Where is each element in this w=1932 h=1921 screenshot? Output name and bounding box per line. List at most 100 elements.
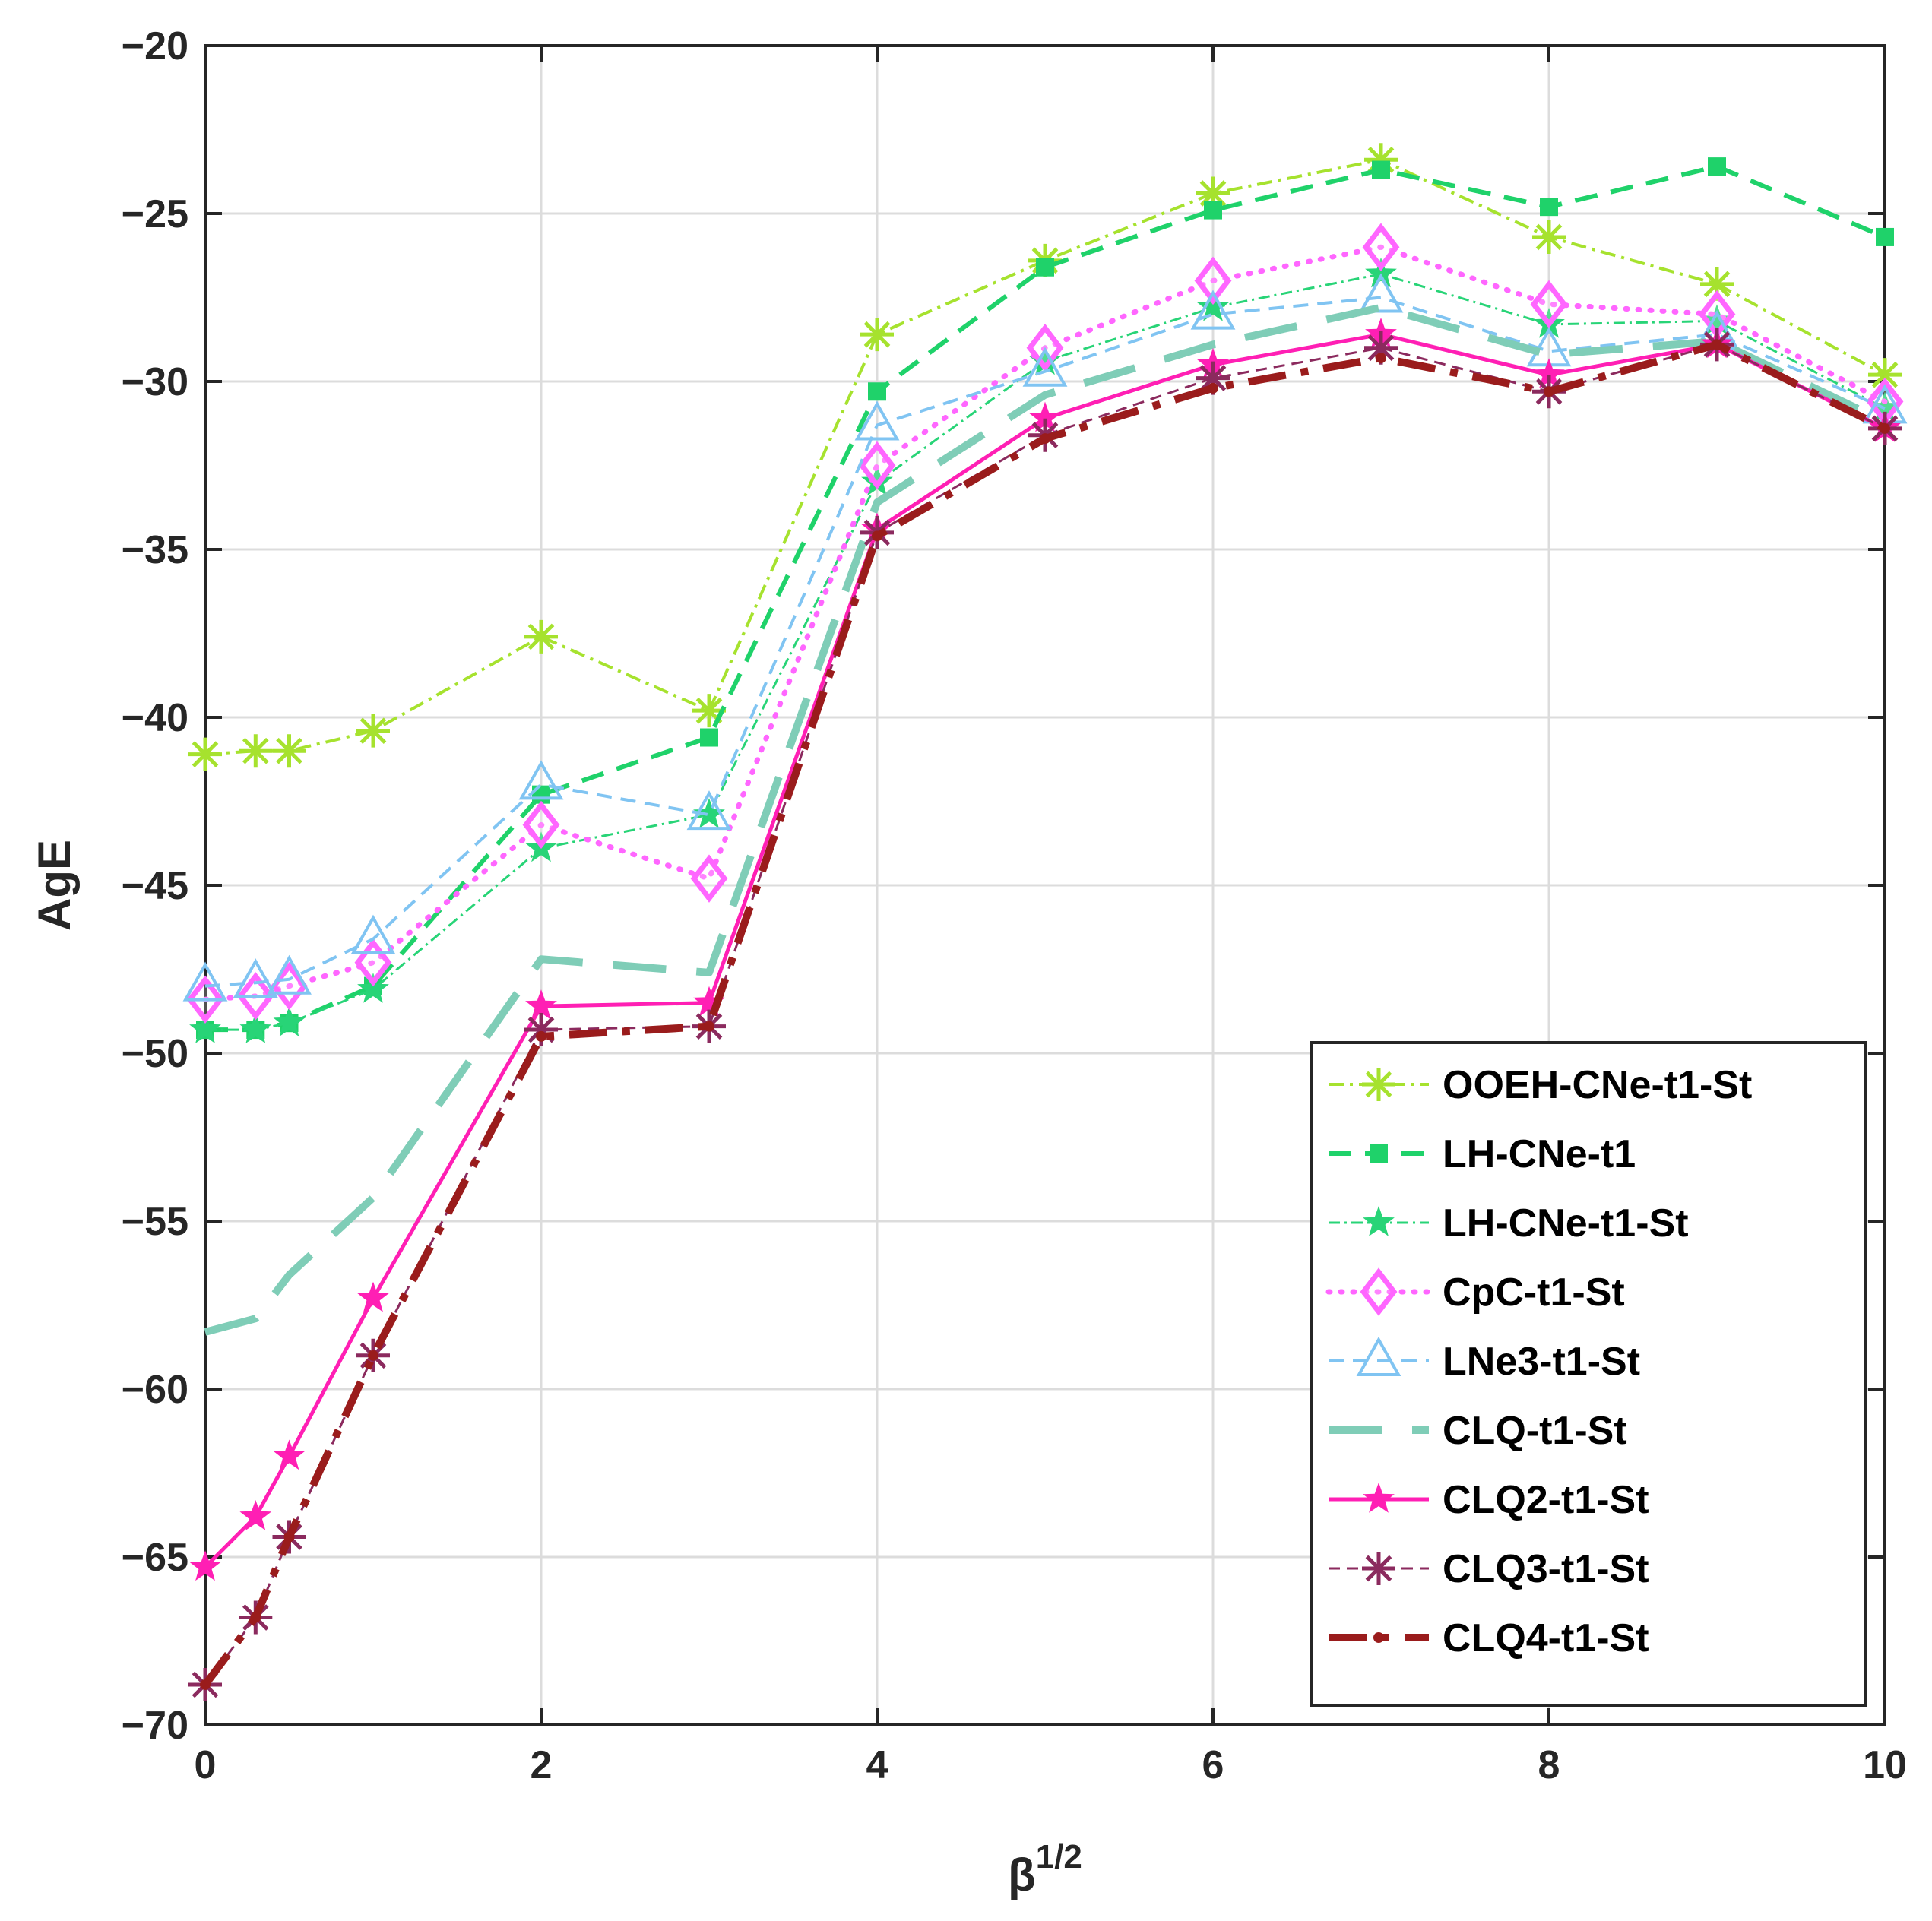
series-clq4-t1-st-marker bbox=[872, 530, 882, 542]
y-tick-label: −70 bbox=[122, 1704, 188, 1748]
series-ooeh-cne-t1-st-marker bbox=[860, 318, 894, 352]
series-lh-cne-t1-st-marker bbox=[861, 465, 893, 496]
series-clq4-t1-st bbox=[200, 339, 1890, 1690]
series-clq2-t1-st-marker bbox=[693, 986, 725, 1017]
series-clq3-t1-st-marker bbox=[1364, 331, 1398, 365]
series-cpc-t1-st-marker bbox=[522, 800, 560, 850]
x-tick-label: 2 bbox=[531, 1743, 553, 1787]
y-axis-ticks: −70 −65 −60 −55 −50 −45 −40 −35 −30 −25 −20 bbox=[122, 24, 1885, 1748]
legend-entry-lne3-t1-st: LNe3-t1-St bbox=[1329, 1336, 1640, 1384]
series-clq2-t1-st-marker bbox=[189, 1550, 221, 1581]
series-cpc-t1-st-marker bbox=[1362, 223, 1400, 271]
legend-entry-clq2-t1-st-label: CLQ2-t1-St bbox=[1443, 1478, 1649, 1522]
series-lh-cne-t1-st-marker bbox=[1701, 304, 1733, 335]
y-tick-label: −55 bbox=[122, 1200, 188, 1244]
series-clq3-t1-st-marker bbox=[1196, 361, 1230, 395]
series-layer bbox=[182, 143, 1908, 1701]
legend-entry-lh-cne-t1-st-label: LH-CNe-t1-St bbox=[1443, 1201, 1689, 1245]
legend-entry-cpc-t1-st-label: CpC-t1-St bbox=[1443, 1271, 1625, 1315]
series-lne3-t1-st-marker bbox=[267, 954, 312, 995]
series-clq2-t1-st-marker bbox=[357, 1281, 389, 1312]
x-tick-label: 6 bbox=[1202, 1743, 1224, 1787]
x-tick-label: 0 bbox=[195, 1743, 217, 1787]
series-lne3-t1-st bbox=[182, 273, 1908, 1002]
x-tick-label: 4 bbox=[866, 1743, 888, 1787]
y-tick-label: −40 bbox=[122, 696, 188, 740]
series-clq4-t1-st-marker bbox=[704, 1021, 714, 1032]
series-cpc-t1-st-line bbox=[202, 244, 1888, 1002]
series-lh-cne-t1-st-marker bbox=[1365, 257, 1397, 288]
series-clq-t1-st-line bbox=[204, 303, 1887, 1336]
series-lh-cne-t1-marker bbox=[1204, 201, 1222, 220]
series-lne3-t1-st-marker bbox=[1190, 290, 1236, 330]
series-clq4-t1-st-marker bbox=[368, 1350, 378, 1361]
series-lh-cne-t1-st-marker bbox=[189, 1013, 221, 1043]
series-lne3-t1-st-marker bbox=[854, 400, 900, 441]
series-clq2-t1-st-marker bbox=[1029, 401, 1061, 432]
series-ooeh-cne-t1-st-marker bbox=[188, 737, 222, 771]
series-cpc-t1-st bbox=[186, 223, 1904, 1024]
series-ooeh-cne-t1-st-marker bbox=[1532, 220, 1566, 254]
series-lh-cne-t1-marker bbox=[1540, 198, 1558, 217]
series-lne3-t1-st-marker bbox=[182, 961, 228, 1002]
series-lh-cne-t1-marker bbox=[700, 728, 718, 747]
legend-entry-lh-cne-t1-label: LH-CNe-t1 bbox=[1443, 1132, 1636, 1176]
legend-entry-cpc-t1-st: CpC-t1-St bbox=[1325, 1267, 1625, 1316]
series-cpc-t1-st-marker bbox=[690, 854, 728, 903]
series-ooeh-cne-t1-st-marker bbox=[1364, 143, 1398, 177]
x-tick-label: 10 bbox=[1863, 1743, 1907, 1787]
series-clq4-t1-st-marker bbox=[200, 1679, 211, 1690]
legend-entry-clq3-t1-st: CLQ3-t1-St bbox=[1329, 1547, 1649, 1591]
series-clq2-t1-st-marker bbox=[1533, 358, 1565, 388]
series-ooeh-cne-t1-st-marker bbox=[239, 734, 273, 768]
legend-entry-ooeh-cne-t1-st-marker bbox=[1362, 1068, 1395, 1101]
series-clq4-t1-st-marker bbox=[1040, 433, 1050, 445]
legend-entry-clq4-t1-st: CLQ4-t1-St bbox=[1329, 1616, 1649, 1660]
series-lh-cne-t1-st-marker bbox=[1029, 344, 1061, 375]
series-lne3-t1-st-marker bbox=[350, 914, 396, 954]
series-lh-cne-t1-st-marker bbox=[239, 1013, 272, 1043]
legend-entry-clq3-t1-st-marker bbox=[1362, 1552, 1395, 1585]
series-ooeh-cne-t1-st-marker bbox=[1196, 176, 1230, 210]
series-lne3-t1-st-line bbox=[204, 296, 1886, 988]
x-axis-title-superscript: 1/2 bbox=[1036, 1838, 1082, 1875]
series-clq4-t1-st-marker bbox=[250, 1612, 261, 1623]
legend-entry-cpc-t1-st-marker bbox=[1360, 1267, 1398, 1316]
series-lh-cne-t1-st-marker bbox=[357, 973, 389, 1003]
series-lh-cne-t1-marker bbox=[1036, 258, 1054, 277]
series-clq4-t1-st-marker bbox=[1376, 353, 1386, 364]
legend: OOEH-CNe-t1-St LH-CNe-t1 LH-CNe-t1-St CpC-t… bbox=[1310, 1041, 1867, 1707]
y-tick-label: −30 bbox=[122, 360, 188, 404]
series-lh-cne-t1-marker bbox=[868, 382, 886, 401]
series-ooeh-cne-t1-st-marker bbox=[1868, 358, 1902, 392]
x-tick-label: 8 bbox=[1538, 1743, 1560, 1787]
legend-entry-clq-t1-st: CLQ-t1-St bbox=[1329, 1409, 1627, 1453]
series-lne3-t1-st-marker bbox=[1358, 273, 1404, 313]
series-clq2-t1-st-marker bbox=[239, 1500, 272, 1530]
series-ooeh-cne-t1-st-marker bbox=[356, 714, 390, 748]
y-tick-label: −50 bbox=[122, 1032, 188, 1076]
series-clq2-t1-st-marker bbox=[525, 989, 557, 1020]
series-clq4-t1-st-marker bbox=[536, 1030, 546, 1042]
series-ooeh-cne-t1-st-marker bbox=[272, 734, 306, 768]
series-lh-cne-t1-marker bbox=[1372, 160, 1390, 179]
legend-entry-clq2-t1-st-marker bbox=[1363, 1483, 1395, 1513]
y-tick-label: −25 bbox=[122, 192, 188, 236]
legend-entry-lne3-t1-st-label: LNe3-t1-St bbox=[1443, 1340, 1640, 1384]
legend-entry-clq3-t1-st-label: CLQ3-t1-St bbox=[1443, 1547, 1649, 1591]
y-axis-title: AgE bbox=[29, 840, 80, 931]
legend-entry-clq-t1-st-label: CLQ-t1-St bbox=[1443, 1409, 1627, 1453]
series-clq4-t1-st-marker bbox=[1544, 386, 1554, 397]
series-lh-cne-t1-st-marker bbox=[1197, 290, 1229, 321]
series-cpc-t1-st-marker bbox=[1530, 280, 1568, 329]
x-axis-ticks: 0 2 4 6 8 10 bbox=[195, 46, 1907, 1787]
legend-entry-lne3-t1-st-marker bbox=[1356, 1336, 1401, 1376]
series-clq3-t1-st-marker bbox=[524, 1013, 558, 1047]
y-tick-label: −45 bbox=[122, 864, 188, 908]
series-ooeh-cne-t1-st-marker bbox=[524, 619, 558, 654]
series-ooeh-cne-t1-st-marker bbox=[1700, 267, 1734, 301]
series-lh-cne-t1-st-marker bbox=[273, 1006, 306, 1036]
series-cpc-t1-st-marker bbox=[1194, 256, 1232, 305]
series-clq2-t1-st-marker bbox=[273, 1439, 306, 1470]
